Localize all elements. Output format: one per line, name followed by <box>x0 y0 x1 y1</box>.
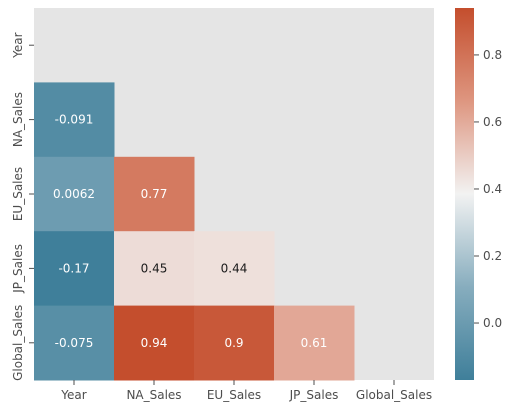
heatmap-cell-JP_Sales-Year <box>34 231 115 307</box>
colorbar-tick-label: 0.4 <box>483 182 502 196</box>
cell-value-label: -0.091 <box>55 113 94 127</box>
cell-value-label: 0.94 <box>141 336 168 350</box>
y-axis-ticks: Year NA_Sales EU_Sales JP_Sales Global_Sales <box>11 32 34 381</box>
heatmap-cell-Global_Sales-Year <box>34 305 115 381</box>
x-tick-label: EU_Sales <box>207 388 261 402</box>
heatmap-cell-JP_Sales-NA_Sales <box>114 231 195 307</box>
y-tick-label: Global_Sales <box>11 305 25 381</box>
cell-value-label: -0.17 <box>58 261 89 275</box>
colorbar-tick-label: 0.2 <box>483 249 502 263</box>
colorbar-tick-label: 0.8 <box>483 48 502 62</box>
heatmap-cell-EU_Sales-NA_Sales <box>114 156 195 232</box>
heatmap-cell-Global_Sales-NA_Sales <box>114 305 195 381</box>
heatmap-cell-EU_Sales-Year <box>34 156 115 232</box>
y-tick-label: EU_Sales <box>11 167 25 221</box>
cell-value-label: 0.61 <box>301 336 328 350</box>
heatmap-cell-NA_Sales-Year <box>34 82 115 158</box>
cell-value-label: 0.77 <box>141 187 168 201</box>
cell-value-label: 0.45 <box>141 261 168 275</box>
heatmap-cells <box>34 82 355 381</box>
x-tick-label: Year <box>60 388 86 402</box>
colorbar-ticks: 0.0 0.2 0.4 0.6 0.8 <box>474 48 502 330</box>
x-tick-label: JP_Sales <box>289 388 339 402</box>
x-tick-label: Global_Sales <box>356 388 432 402</box>
heatmap-cell-JP_Sales-EU_Sales <box>194 231 275 307</box>
y-tick-label: JP_Sales <box>11 244 25 294</box>
cell-value-label: 0.9 <box>224 336 243 350</box>
cell-value-label: 0.0062 <box>53 187 95 201</box>
cell-value-label: 0.44 <box>221 261 248 275</box>
heatmap-cell-labels: -0.091 0.0062 0.77 -0.17 0.45 0.44 -0.075 0.94 0… <box>53 113 327 350</box>
cell-value-label: -0.075 <box>55 336 94 350</box>
y-tick-label: Year <box>11 32 25 58</box>
x-axis-ticks: Year NA_Sales EU_Sales JP_Sales Global_Sales <box>60 380 432 402</box>
colorbar-tick-label: 0.6 <box>483 115 502 129</box>
colorbar-tick-label: 0.0 <box>483 316 502 330</box>
y-tick-label: NA_Sales <box>11 92 25 147</box>
colorbar <box>455 8 474 380</box>
x-tick-label: NA_Sales <box>126 388 181 402</box>
heatmap-cell-Global_Sales-EU_Sales <box>194 305 275 381</box>
heatmap-cell-Global_Sales-JP_Sales <box>274 305 355 381</box>
